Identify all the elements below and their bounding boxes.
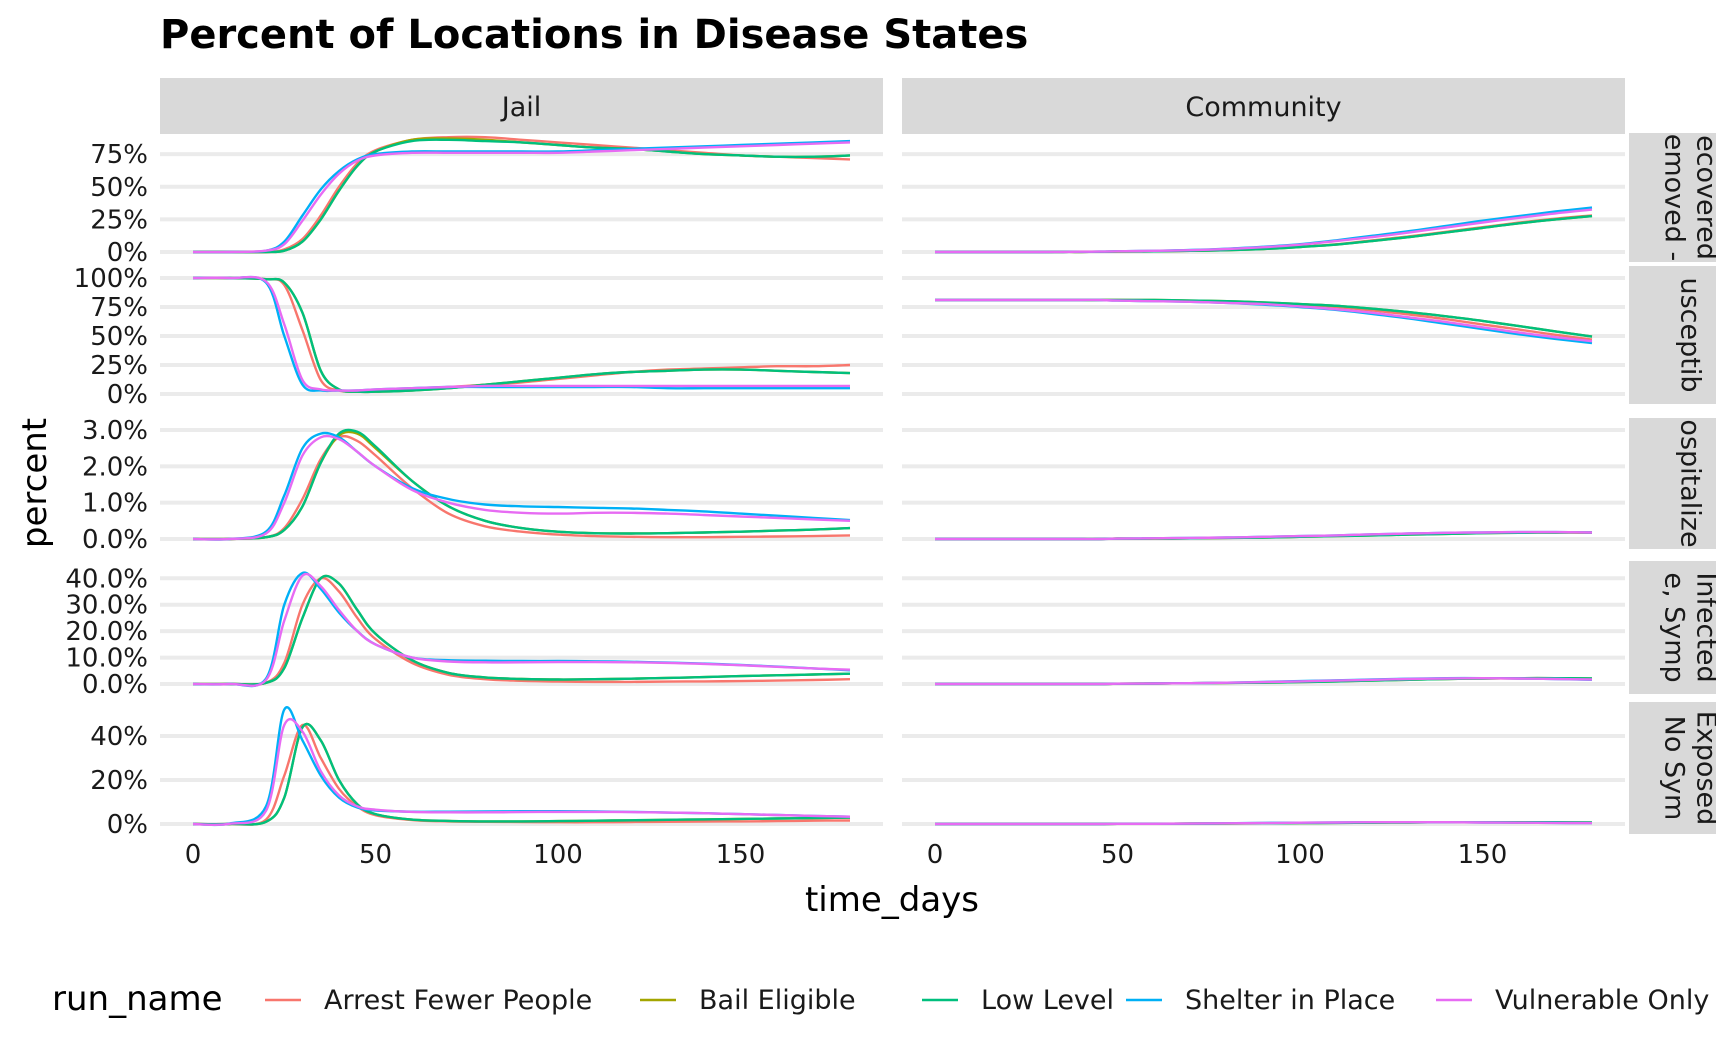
x-tick-jail-0: 0 [185, 840, 202, 870]
y-tick-0-0: 0% [107, 238, 148, 268]
y-tick-4-20: 20% [90, 766, 148, 796]
gridlines [160, 152, 1625, 826]
y-axis-title: percent [15, 418, 55, 548]
y-tick-4-0: 0% [107, 810, 148, 840]
legend: run_name Arrest Fewer People Bail Eligibl… [52, 979, 1709, 1019]
series-line-low-level-jail-r2 [192, 428, 851, 541]
strip-label-community: Community [1185, 92, 1341, 123]
x-axis-title: time_days [805, 880, 979, 920]
series-line-arrest-fewer-people-jail-r4 [192, 723, 851, 826]
legend-title: run_name [52, 979, 223, 1019]
row-strip-label-1-0: usceptib [1675, 277, 1706, 392]
row-strip-label-4-1: No Sym [1659, 716, 1690, 821]
y-tick-2-2-0: 2.0% [82, 452, 148, 482]
series-line-vulnerable-only-community-r1 [934, 298, 1593, 343]
x-tick-jail-100: 100 [533, 840, 583, 870]
strip-bg-community [902, 78, 1625, 134]
legend-label-arrest-fewer-people: Arrest Fewer People [324, 985, 592, 1016]
x-tick-jail-150: 150 [716, 840, 766, 870]
row-strip-label-0-0: ecovered [1691, 135, 1722, 260]
row-strip-bg-3 [1629, 561, 1716, 694]
y-tick-2-1-0: 1.0% [82, 489, 148, 519]
x-tick-community-50: 50 [1101, 840, 1134, 870]
y-tick-1-0: 0% [107, 380, 148, 410]
row-strip-label-3-1: e, Symp [1659, 572, 1690, 682]
series-line-shelter-in-place-jail-r1 [192, 275, 850, 393]
row-strip-label-3-0: Infected [1691, 572, 1722, 682]
series-line-arrest-fewer-people-jail-r2 [192, 434, 851, 541]
series-lines [192, 135, 1593, 827]
x-tick-community-0: 0 [927, 840, 944, 870]
y-tick-3-20-0: 20.0% [65, 617, 148, 647]
series-line-vulnerable-only-community-r0 [935, 208, 1593, 254]
x-tick-community-150: 150 [1458, 840, 1508, 870]
y-tick-1-75: 75% [90, 293, 148, 323]
legend-label-low-level: Low Level [981, 985, 1114, 1016]
y-tick-4-40: 40% [90, 722, 148, 752]
y-tick-1-50: 50% [90, 322, 148, 352]
y-tick-3-0-0: 0.0% [82, 670, 148, 700]
chart-title: Percent of Locations in Disease States [160, 12, 1028, 58]
y-tick-0-50: 50% [90, 173, 148, 203]
row-strip-label-4-0: Exposed [1691, 711, 1722, 826]
y-tick-3-40-0: 40.0% [65, 564, 148, 594]
y-tick-0-75: 75% [90, 140, 148, 170]
legend-label-shelter-in-place: Shelter in Place [1185, 985, 1395, 1016]
row-strip-label-0-1: emoved - [1659, 134, 1690, 262]
series-line-shelter-in-place-jail-r2 [192, 431, 851, 541]
y-tick-1-25: 25% [90, 351, 148, 381]
x-tick-jail-50: 50 [359, 840, 392, 870]
series-line-vulnerable-only-jail-r3 [192, 572, 851, 687]
series-line-vulnerable-only-jail-r1 [192, 275, 850, 392]
row-strip-label-2-0: ospitalize [1675, 419, 1706, 547]
y-tick-1-100: 100% [74, 264, 148, 294]
series-line-shelter-in-place-community-r0 [935, 206, 1593, 254]
y-tick-labels: 0%25%50%75%0%25%50%75%100%0.0%1.0%2.0%3.… [65, 140, 148, 840]
row-strip-bg-0 [1629, 133, 1716, 262]
series-line-arrest-fewer-people-jail-r3 [192, 576, 851, 686]
y-tick-2-3-0: 3.0% [82, 416, 148, 446]
series-line-vulnerable-only-community-r3 [934, 677, 1593, 686]
y-tick-2-0-0: 0.0% [82, 525, 148, 555]
row-strip-bg-4 [1629, 702, 1716, 834]
y-tick-0-25: 25% [90, 205, 148, 235]
series-line-low-level-jail-r3 [192, 574, 851, 686]
series-line-vulnerable-only-community-r4 [935, 821, 1593, 826]
y-tick-3-10-0: 10.0% [65, 644, 148, 674]
legend-label-bail-eligible: Bail Eligible [699, 985, 856, 1016]
series-line-vulnerable-only-jail-r2 [192, 434, 851, 541]
series-line-vulnerable-only-community-r2 [934, 530, 1593, 541]
series-line-vulnerable-only-jail-r0 [192, 141, 851, 254]
row-strip-bg-2 [1629, 418, 1716, 549]
y-tick-3-30-0: 30.0% [65, 591, 148, 621]
strip-label-jail: Jail [500, 92, 542, 123]
strip-bg-jail [160, 78, 883, 134]
series-line-low-level-jail-r0 [193, 138, 851, 254]
x-tick-labels: 0 50 100 150 0 50 100 150 [185, 840, 1508, 870]
legend-label-vulnerable-only: Vulnerable Only [1495, 985, 1709, 1016]
row-strip-bg-1 [1629, 266, 1716, 404]
x-tick-community-100: 100 [1275, 840, 1325, 870]
series-line-low-level-jail-r4 [192, 722, 851, 826]
series-line-shelter-in-place-jail-r0 [192, 139, 851, 254]
series-line-vulnerable-only-jail-r4 [192, 718, 851, 827]
